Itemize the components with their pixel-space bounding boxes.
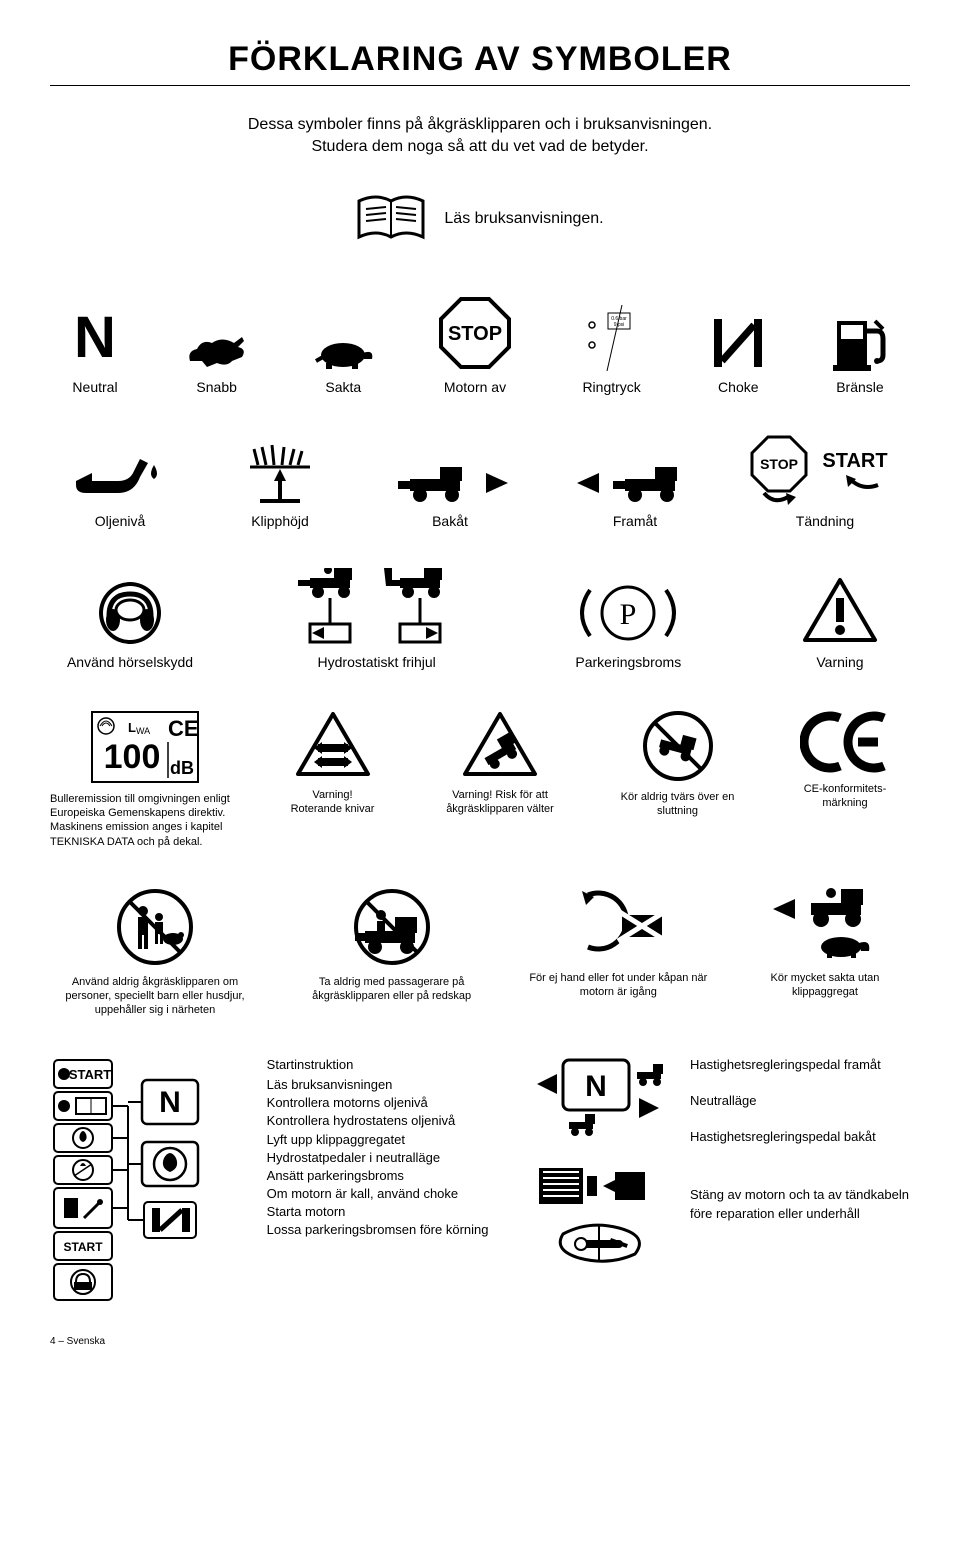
symbol-row-1: N Neutral Snabb Sakta STOP Motorn av	[50, 295, 910, 397]
tire-pressure-icon: 0.6 bar 9 psi	[572, 305, 652, 371]
klipphojd-label: Klipphöjd	[251, 513, 309, 531]
frihjul-label: Hydrostatiskt frihjul	[318, 654, 436, 672]
svg-text:9 psi: 9 psi	[613, 322, 624, 328]
instr-l9: Starta motorn	[267, 1203, 507, 1221]
svg-text:START: START	[69, 1067, 111, 1082]
right-r2: Neutralläge	[690, 1092, 910, 1110]
symbol-row-2: Oljenivå Klipphöjd Bakåt	[50, 435, 910, 531]
symbol-row-3: Använd hörselskydd Hydrostatiskt frihjul…	[50, 568, 910, 672]
barn-label: Använd aldrig åkgräsklipparen om persone…	[50, 975, 260, 1018]
oil-icon	[70, 455, 170, 505]
svg-text:CE: CE	[168, 716, 199, 741]
instr-l8: Om motorn är kall, använd choke	[267, 1185, 507, 1203]
svg-text:START: START	[63, 1240, 103, 1254]
choke-icon	[708, 315, 768, 371]
neutral-icon: N	[74, 304, 116, 371]
no-across-slope-icon	[642, 710, 714, 782]
instr-l3: Kontrollera motorns oljenivå	[267, 1094, 507, 1112]
start-instruction-text: Startinstruktion Läs bruksanvisningen Ko…	[267, 1056, 507, 1240]
tvars-label: Kör aldrig tvärs över en sluttning	[603, 790, 753, 819]
symbol-row-4: LWA CE 100 dB Bulleremission till omgivn…	[50, 710, 910, 849]
cut-height-icon	[240, 443, 320, 505]
no-bystanders-icon	[115, 887, 195, 967]
turtle-icon	[308, 335, 378, 371]
sakta-label: Sakta	[325, 379, 361, 397]
freewheel-icon	[292, 568, 462, 646]
start-instruction-row: START START N	[50, 1056, 910, 1306]
snabb-label: Snabb	[196, 379, 236, 397]
instr-l1: Startinstruktion	[267, 1056, 507, 1074]
rotknivar-label: Varning! Roterande knivar	[291, 788, 375, 817]
instr-l7: Ansätt parkeringsbroms	[267, 1167, 507, 1185]
ce-label: CE-konformitets- märkning	[804, 782, 887, 811]
forward-icon	[575, 461, 695, 505]
parking-brake-icon: P	[568, 580, 688, 646]
handfot-label: För ej hand eller fot under kåpan när mo…	[523, 971, 713, 1000]
warning-icon	[801, 576, 879, 646]
bakat-label: Bakåt	[432, 513, 468, 531]
slow-no-deck-icon	[765, 887, 885, 963]
motorn-av-label: Motorn av	[444, 379, 506, 397]
rotating-blades-icon	[294, 710, 372, 780]
page-title: FÖRKLARING AV SYMBOLER	[50, 40, 910, 79]
svg-text:STOP: STOP	[448, 323, 502, 345]
noise-emission-icon: LWA CE 100 dB	[90, 710, 200, 784]
svg-text:P: P	[620, 598, 637, 631]
start-instruction-panel-icon: START START N	[50, 1056, 230, 1306]
instr-l4: Kontrollera hydrostatens oljenivå	[267, 1112, 507, 1130]
symbol-row-5: Använd aldrig åkgräsklipparen om persone…	[50, 887, 910, 1018]
intro-line2: Studera dem noga så att du vet vad de be…	[311, 138, 648, 155]
svg-text:L: L	[128, 720, 136, 735]
stop-icon: STOP	[437, 295, 513, 371]
svg-text:100: 100	[104, 738, 161, 776]
horsel-label: Använd hörselskydd	[67, 654, 193, 672]
svg-text:N: N	[585, 1070, 607, 1103]
choke-label: Choke	[718, 379, 758, 397]
ignition-icon: STOP START	[750, 435, 900, 505]
neutral-label: Neutral	[72, 379, 117, 397]
parkbroms-label: Parkeringsbroms	[575, 654, 681, 672]
page-footer: 4 – Svenska	[50, 1336, 910, 1347]
varning-label: Varning	[816, 654, 863, 672]
instr-l5: Lyft upp klippaggregatet	[267, 1131, 507, 1149]
manual-icon	[356, 193, 426, 245]
tandning-label: Tändning	[796, 513, 854, 531]
rabbit-icon	[182, 331, 252, 371]
sakta2-label: Kör mycket sakta utan klippaggregat	[740, 971, 910, 1000]
keep-limbs-clear-icon	[568, 887, 668, 963]
ce-mark-icon	[800, 710, 890, 774]
right-instruction-text: Hastighetsregleringspedal framåt Neutral…	[690, 1056, 910, 1223]
no-passenger-icon	[345, 887, 439, 967]
svg-text:START: START	[822, 450, 887, 472]
instr-l6: Hydrostatpedaler i neutralläge	[267, 1149, 507, 1167]
intro-text: Dessa symboler finns på åkgräsklipparen …	[170, 114, 790, 157]
right-r4: Stäng av motorn och ta av tändkabeln för…	[690, 1186, 910, 1222]
right-r3: Hastighetsregleringspedal bakåt	[690, 1128, 910, 1146]
disconnect-sparkplug-icon	[533, 1162, 663, 1282]
instr-l10: Lossa parkeringsbromsen före körning	[267, 1221, 507, 1239]
svg-text:STOP: STOP	[760, 456, 798, 472]
tipover-icon	[461, 710, 539, 780]
fuel-icon	[831, 311, 889, 371]
svg-text:N: N	[159, 1086, 181, 1119]
pedal-neutral-icon: N	[533, 1056, 663, 1136]
ringtryck-label: Ringtryck	[582, 379, 640, 397]
instr-l2: Läs bruksanvisningen	[267, 1076, 507, 1094]
intro-line1: Dessa symboler finns på åkgräsklipparen …	[248, 116, 712, 133]
ear-protection-icon	[97, 580, 163, 646]
framat-label: Framåt	[613, 513, 657, 531]
oljeniva-label: Oljenivå	[95, 513, 146, 531]
passagerare-label: Ta aldrig med passagerare på åkgräsklipp…	[287, 975, 497, 1004]
bransle-label: Bränsle	[836, 379, 883, 397]
svg-text:dB: dB	[170, 758, 194, 778]
buller-label: Bulleremission till omgivningen enligt E…	[50, 792, 240, 849]
svg-text:WA: WA	[136, 726, 150, 736]
read-manual-label: Läs bruksanvisningen.	[444, 209, 603, 229]
reverse-icon	[390, 461, 510, 505]
valt-label: Varning! Risk för att åkgräsklipparen vä…	[425, 788, 575, 817]
title-rule	[50, 85, 910, 86]
right-r1: Hastighetsregleringspedal framåt	[690, 1056, 910, 1074]
